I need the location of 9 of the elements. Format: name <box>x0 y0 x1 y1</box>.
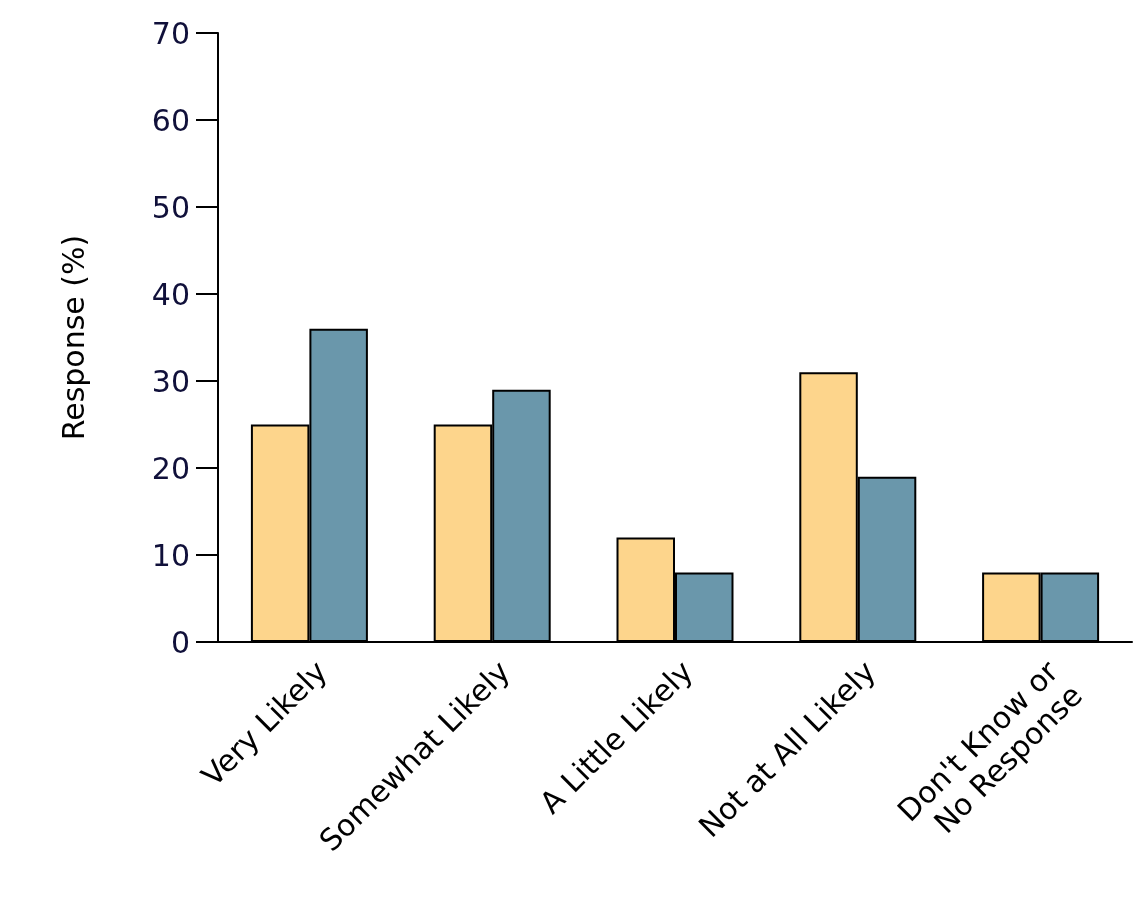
y-tick-label: 50 <box>151 189 190 225</box>
y-axis-title: Response (%) <box>55 234 91 441</box>
y-tick-label: 10 <box>151 537 190 573</box>
y-tick-label: 60 <box>151 102 190 138</box>
y-tick-label: 0 <box>170 624 190 660</box>
y-tick-label: 30 <box>151 363 190 399</box>
y-tick-label: 40 <box>151 276 190 312</box>
y-tick-label: 70 <box>151 15 190 51</box>
y-tick-label: 20 <box>151 450 190 486</box>
